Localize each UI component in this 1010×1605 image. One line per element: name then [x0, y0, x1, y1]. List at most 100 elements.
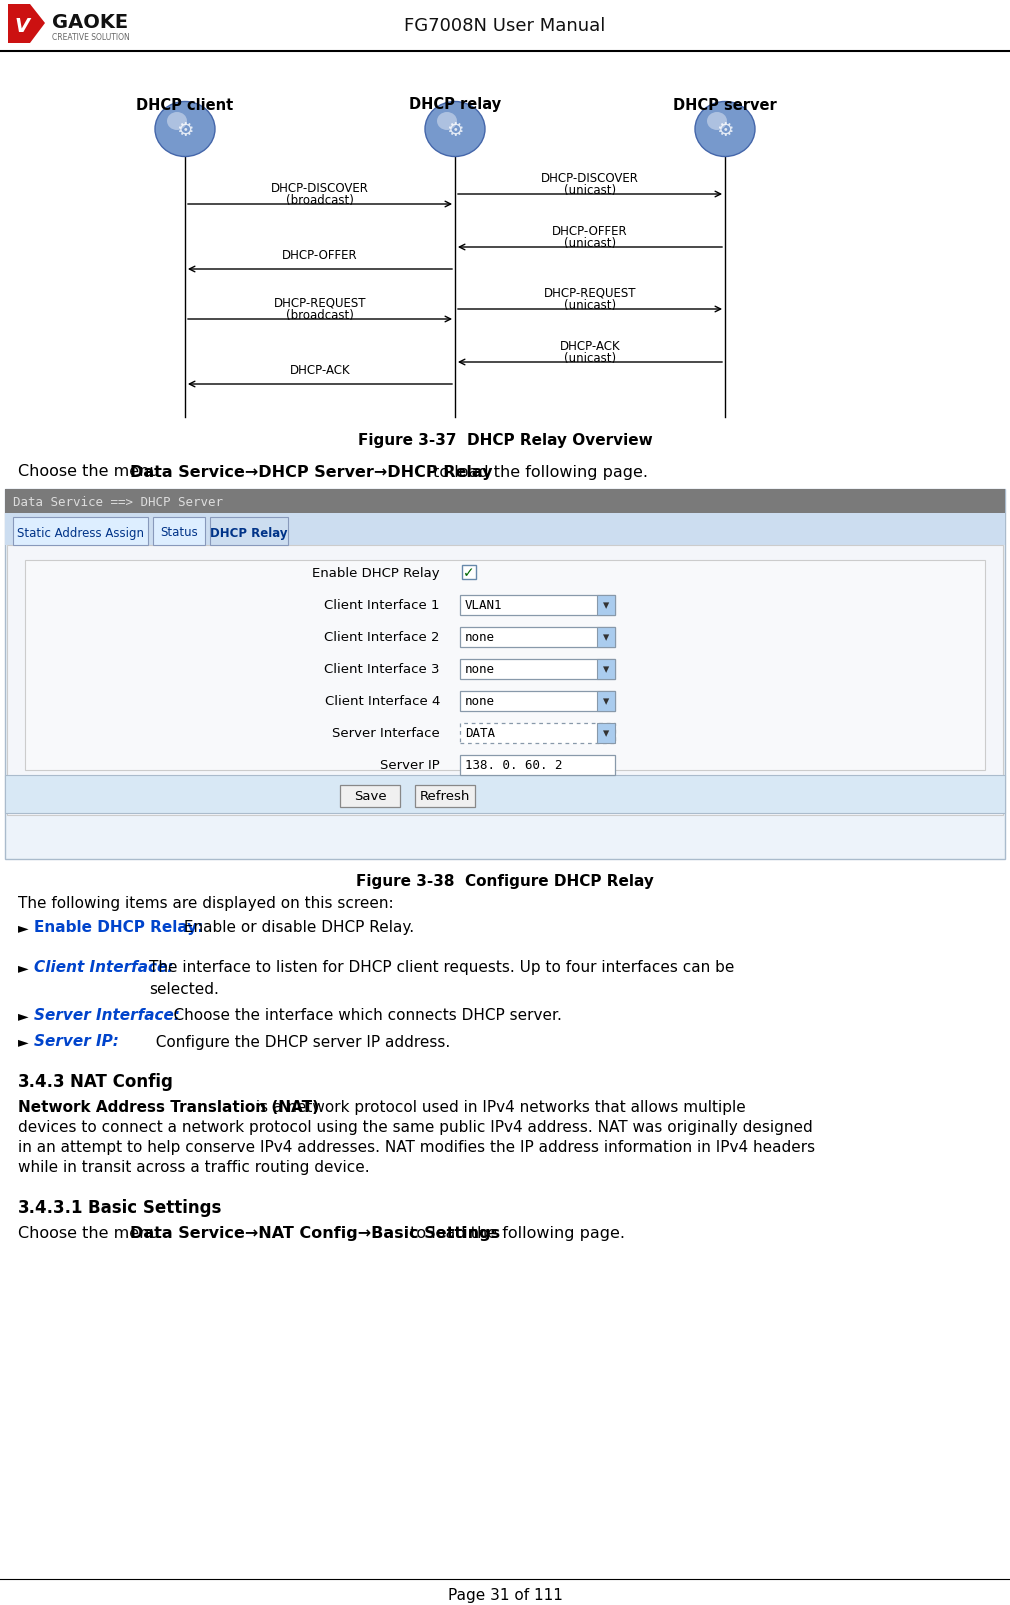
Text: DHCP-ACK: DHCP-ACK — [560, 340, 620, 353]
Text: ►: ► — [18, 1008, 28, 1022]
Bar — [25, 560, 985, 770]
Text: Status: Status — [161, 526, 198, 539]
Text: ▾: ▾ — [603, 599, 609, 612]
Text: selected.: selected. — [149, 982, 219, 997]
Text: (unicast): (unicast) — [564, 238, 616, 250]
Text: 3.4.3.1: 3.4.3.1 — [18, 1199, 84, 1217]
Text: VLAN1: VLAN1 — [465, 599, 503, 612]
Text: (unicast): (unicast) — [564, 299, 616, 311]
Text: ✓: ✓ — [464, 565, 475, 579]
Ellipse shape — [155, 103, 215, 157]
Ellipse shape — [437, 112, 457, 132]
Text: The interface to listen for DHCP client requests. Up to four interfaces can be: The interface to listen for DHCP client … — [149, 960, 734, 974]
Text: DHCP-REQUEST: DHCP-REQUEST — [543, 287, 636, 300]
Text: Data Service ==> DHCP Server: Data Service ==> DHCP Server — [13, 496, 223, 509]
Text: Client Interface 2: Client Interface 2 — [324, 631, 440, 644]
Bar — [5, 514, 1005, 546]
Ellipse shape — [695, 103, 755, 157]
Ellipse shape — [425, 103, 485, 157]
Ellipse shape — [167, 112, 187, 132]
Text: to load the following page.: to load the following page. — [405, 1226, 625, 1241]
Text: Figure 3-38  Configure DHCP Relay: Figure 3-38 Configure DHCP Relay — [357, 875, 653, 889]
Text: (broadcast): (broadcast) — [286, 194, 354, 207]
Text: (unicast): (unicast) — [564, 185, 616, 197]
Text: Enable DHCP Relay: Enable DHCP Relay — [312, 567, 440, 579]
Text: CREATIVE SOLUTION: CREATIVE SOLUTION — [52, 34, 129, 42]
Bar — [462, 565, 476, 579]
Text: DHCP-ACK: DHCP-ACK — [290, 364, 350, 377]
Bar — [13, 518, 148, 546]
Text: Client Interface:: Client Interface: — [34, 960, 174, 974]
Text: Client Interface 1: Client Interface 1 — [324, 599, 440, 612]
Bar — [460, 628, 615, 647]
Text: none: none — [465, 663, 495, 676]
Text: Basic Settings: Basic Settings — [88, 1199, 221, 1217]
Text: DHCP client: DHCP client — [136, 98, 233, 112]
Text: DHCP-OFFER: DHCP-OFFER — [552, 225, 628, 238]
Text: none: none — [465, 695, 495, 708]
Text: Enable or disable DHCP Relay.: Enable or disable DHCP Relay. — [179, 920, 414, 936]
Text: ▾: ▾ — [603, 663, 609, 676]
Text: while in transit across a traffic routing device.: while in transit across a traffic routin… — [18, 1160, 370, 1175]
Text: FG7008N User Manual: FG7008N User Manual — [404, 18, 606, 35]
Text: (broadcast): (broadcast) — [286, 308, 354, 321]
Text: V: V — [14, 18, 29, 37]
Text: (unicast): (unicast) — [564, 351, 616, 364]
Text: Enable DHCP Relay:: Enable DHCP Relay: — [34, 920, 203, 936]
Text: DHCP-OFFER: DHCP-OFFER — [282, 249, 358, 262]
Text: DHCP-REQUEST: DHCP-REQUEST — [274, 297, 367, 310]
Text: ▾: ▾ — [603, 727, 609, 740]
Bar — [460, 660, 615, 679]
Text: DHCP-DISCOVER: DHCP-DISCOVER — [271, 181, 369, 194]
Text: devices to connect a network protocol using the same public IPv4 address. NAT wa: devices to connect a network protocol us… — [18, 1120, 813, 1135]
Text: Figure 3-37  DHCP Relay Overview: Figure 3-37 DHCP Relay Overview — [358, 432, 652, 448]
Bar — [5, 490, 1005, 514]
Text: The following items are displayed on this screen:: The following items are displayed on thi… — [18, 896, 394, 912]
Bar — [597, 660, 615, 679]
Polygon shape — [8, 5, 45, 43]
Text: DHCP relay: DHCP relay — [409, 98, 501, 112]
Text: Server IP: Server IP — [380, 759, 440, 772]
Text: Save: Save — [354, 790, 386, 802]
Text: Static Address Assign: Static Address Assign — [17, 526, 144, 539]
Text: ►: ► — [18, 1034, 28, 1048]
Text: 3.4.3: 3.4.3 — [18, 1072, 66, 1090]
Bar — [597, 692, 615, 711]
Text: in an attempt to help conserve IPv4 addresses. NAT modifies the IP address infor: in an attempt to help conserve IPv4 addr… — [18, 1140, 815, 1154]
Text: DHCP server: DHCP server — [673, 98, 777, 112]
Text: Client Interface 4: Client Interface 4 — [324, 695, 440, 708]
Bar — [7, 546, 1003, 815]
Text: Choose the interface which connects DHCP server.: Choose the interface which connects DHCP… — [154, 1008, 562, 1022]
Bar — [0, 0, 1010, 51]
Text: Data Service→NAT Config→Basic Settings: Data Service→NAT Config→Basic Settings — [130, 1226, 500, 1241]
Ellipse shape — [707, 112, 727, 132]
Text: ►: ► — [18, 960, 28, 974]
Text: Choose the menu: Choose the menu — [18, 464, 165, 480]
Text: DATA: DATA — [465, 727, 495, 740]
Text: ▾: ▾ — [603, 631, 609, 644]
Text: ▾: ▾ — [603, 695, 609, 708]
Bar — [5, 490, 1005, 859]
Text: to load the following page.: to load the following page. — [428, 464, 648, 480]
Text: Client Interface 3: Client Interface 3 — [324, 663, 440, 676]
Bar — [210, 518, 288, 546]
Text: NAT Config: NAT Config — [70, 1072, 173, 1090]
Bar — [415, 785, 475, 807]
Text: DHCP Relay: DHCP Relay — [210, 526, 288, 539]
Text: Configure the DHCP server IP address.: Configure the DHCP server IP address. — [107, 1034, 450, 1048]
Bar — [460, 724, 615, 743]
Text: ►: ► — [18, 920, 28, 934]
Bar — [5, 775, 1005, 814]
Text: ⚙: ⚙ — [177, 120, 194, 140]
Bar — [340, 785, 400, 807]
Bar — [597, 724, 615, 743]
Text: GAOKE: GAOKE — [52, 13, 128, 32]
Text: Server IP:: Server IP: — [34, 1034, 119, 1048]
Text: ⚙: ⚙ — [716, 120, 733, 140]
Bar — [153, 518, 205, 546]
Bar — [460, 756, 615, 775]
Bar — [597, 595, 615, 616]
Text: 138. 0. 60. 2: 138. 0. 60. 2 — [465, 759, 563, 772]
Text: none: none — [465, 631, 495, 644]
Bar — [460, 595, 615, 616]
